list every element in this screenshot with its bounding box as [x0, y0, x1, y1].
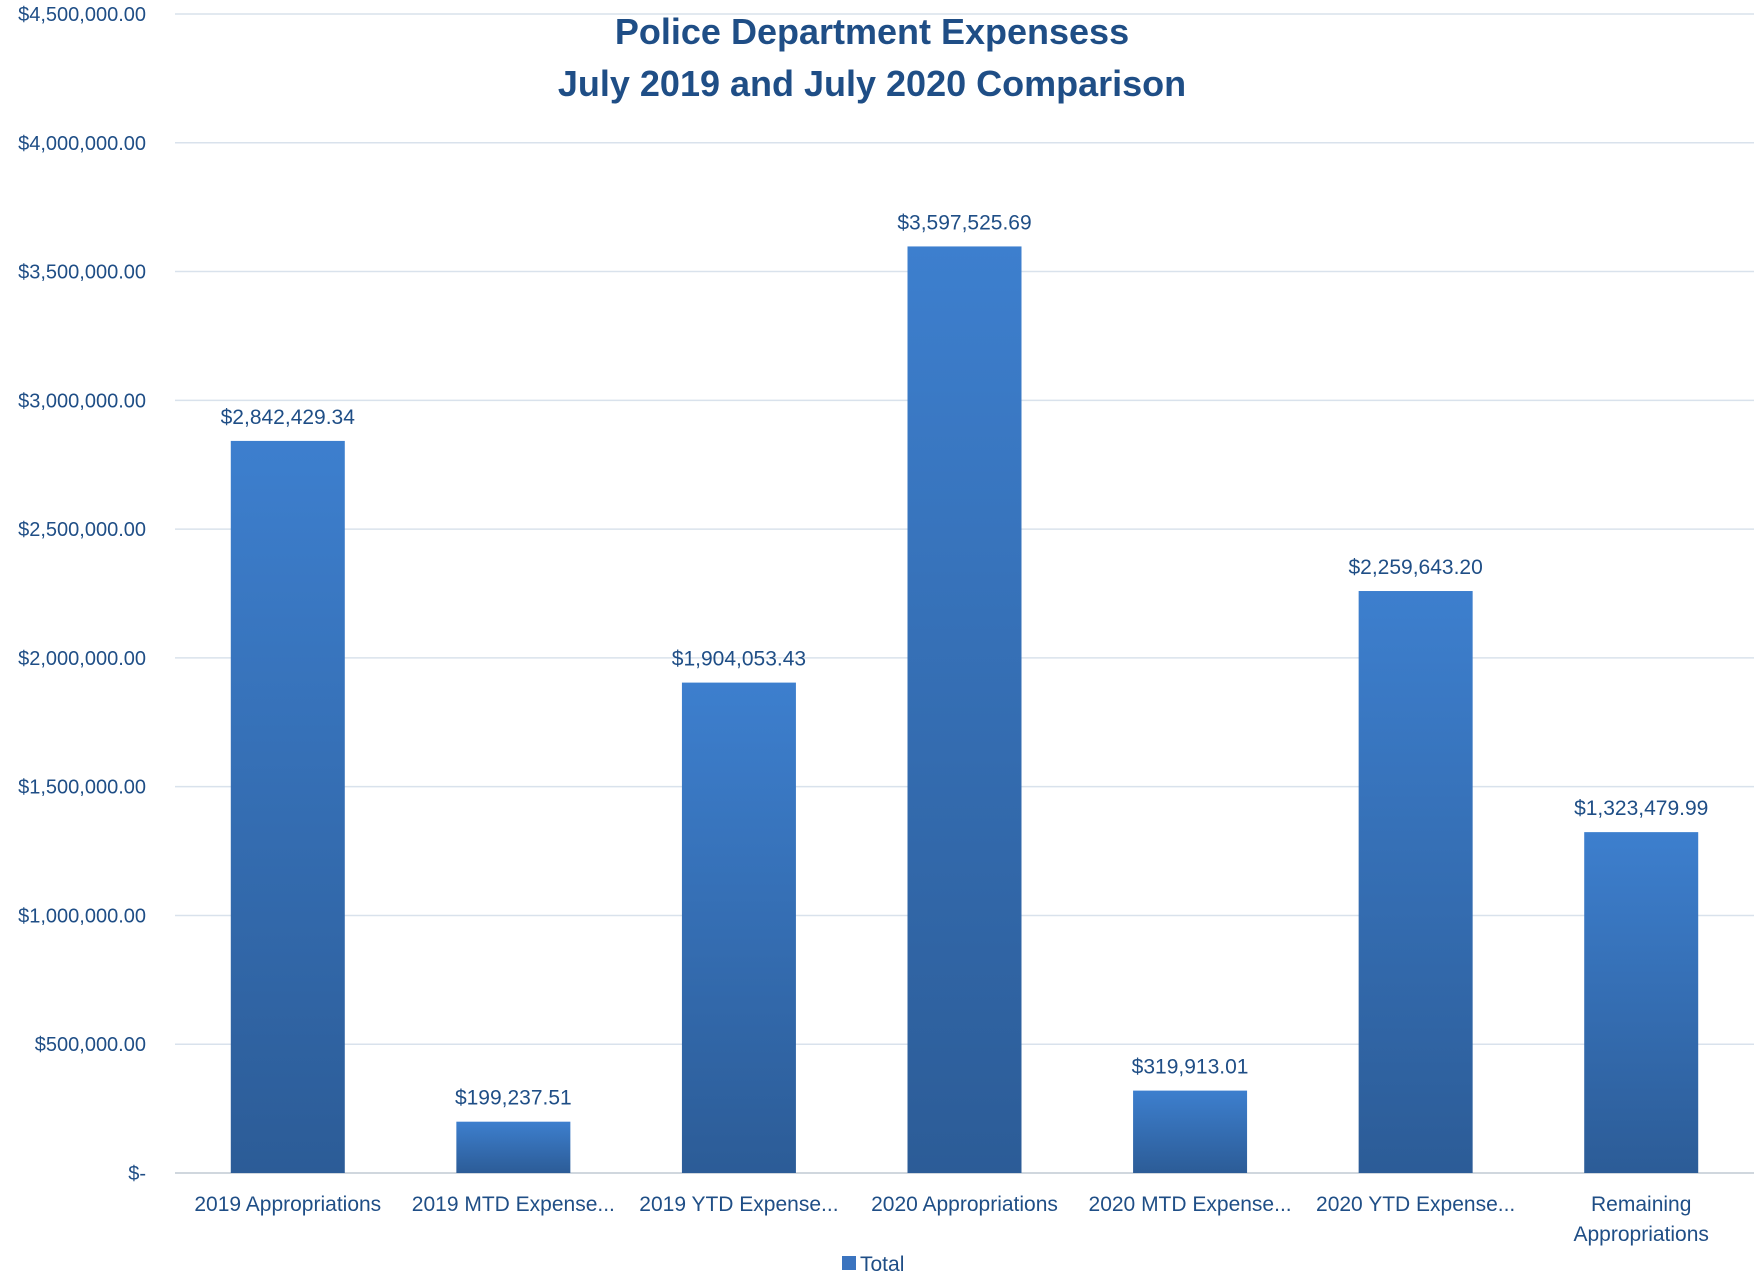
legend-swatch	[842, 1256, 856, 1270]
y-tick-label: $2,000,000.00	[18, 648, 146, 670]
category-label: 2020 Appropriations	[871, 1193, 1058, 1216]
y-tick-label: $500,000.00	[35, 1034, 146, 1056]
category-label: 2020 MTD Expense...	[1089, 1193, 1292, 1216]
y-tick-label: $4,500,000.00	[18, 4, 146, 26]
y-tick-label: $3,500,000.00	[18, 262, 146, 284]
bar	[1358, 591, 1473, 1173]
y-axis-ticks: $- $500,000.00 $1,000,000.00 $1,500,000.00 $…	[18, 4, 146, 1185]
chart-title: Police Department Expensess	[615, 11, 1129, 52]
bar	[456, 1121, 571, 1173]
bar	[681, 682, 796, 1173]
category-label: 2019 Appropriations	[194, 1193, 381, 1216]
legend: Total	[842, 1253, 904, 1276]
data-label: $319,913.01	[1132, 1056, 1249, 1079]
y-tick-label: $1,000,000.00	[18, 905, 146, 927]
bars	[230, 246, 1699, 1174]
category-label: Remaining	[1591, 1193, 1691, 1216]
category-label: 2020 YTD Expense...	[1316, 1193, 1515, 1216]
chart-subtitle: July 2019 and July 2020 Comparison	[558, 63, 1186, 104]
y-tick-label: $4,000,000.00	[18, 133, 146, 155]
data-labels: $2,842,429.34 $199,237.51 $1,904,053.43 $3,…	[221, 211, 1709, 1109]
y-tick-label: $2,500,000.00	[18, 519, 146, 541]
data-label: $199,237.51	[455, 1087, 572, 1110]
data-label: $3,597,525.69	[897, 211, 1031, 234]
data-label: $1,323,479.99	[1574, 797, 1708, 820]
category-label: 2019 MTD Expense...	[412, 1193, 615, 1216]
data-label: $2,842,429.34	[221, 406, 356, 429]
bar	[1133, 1090, 1248, 1173]
y-tick-label: $-	[128, 1163, 146, 1185]
y-tick-label: $3,000,000.00	[18, 390, 146, 412]
data-label: $2,259,643.20	[1348, 556, 1482, 579]
bar	[1584, 832, 1699, 1173]
bar	[230, 440, 345, 1174]
y-tick-label: $1,500,000.00	[18, 777, 146, 799]
bar	[907, 246, 1022, 1174]
category-label: Appropriations	[1574, 1223, 1709, 1246]
category-label: 2019 YTD Expense...	[639, 1193, 838, 1216]
legend-label: Total	[860, 1253, 904, 1276]
data-label: $1,904,053.43	[672, 648, 806, 671]
x-axis-categories: 2019 Appropriations 2019 MTD Expense... 20…	[194, 1193, 1709, 1246]
